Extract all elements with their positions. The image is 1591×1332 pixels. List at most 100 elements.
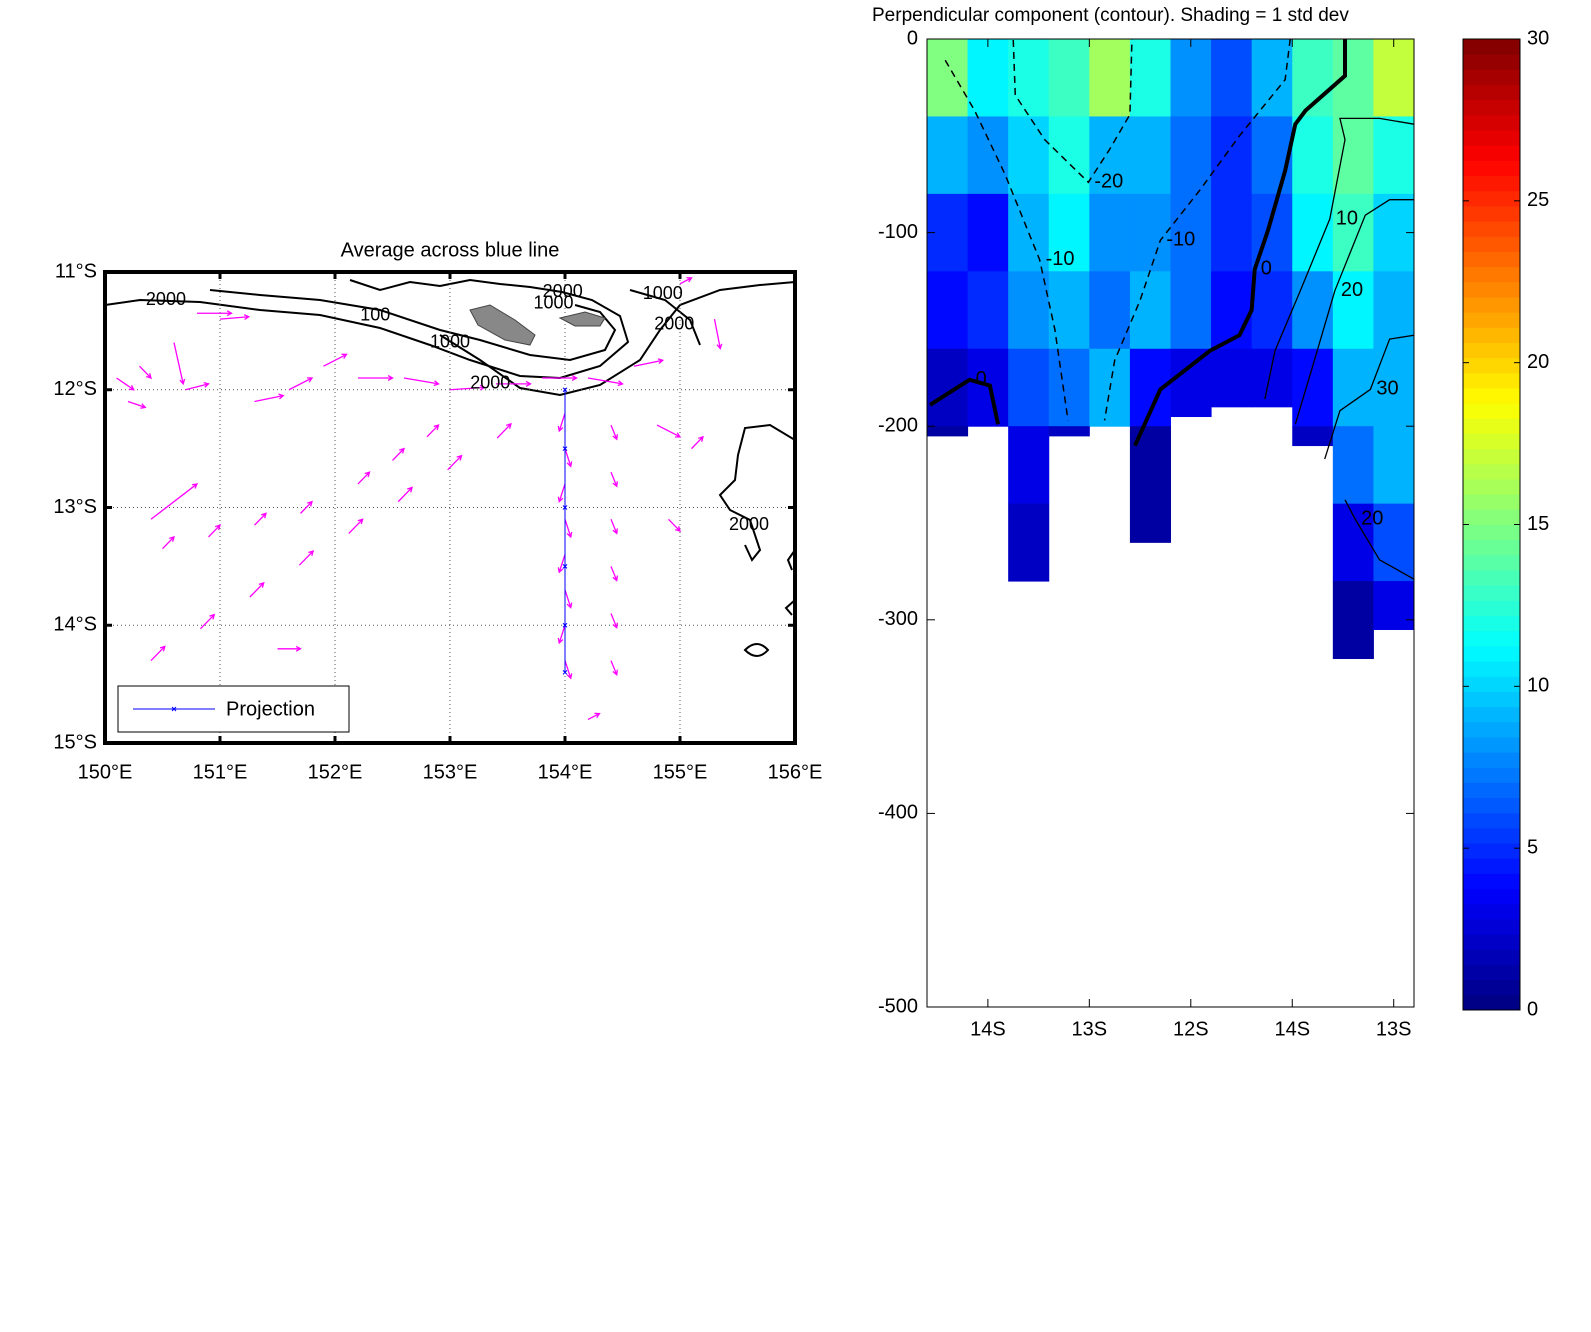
coast-line: [629, 289, 701, 346]
y-tick-label: 0: [907, 27, 918, 49]
plot-frame: [926, 38, 1415, 1008]
colorbar-swatch: [1463, 964, 1520, 981]
x-tick-label: 151°E: [193, 761, 248, 783]
colorbar-swatch: [1463, 554, 1520, 571]
point-marker: [562, 446, 568, 451]
colorbar-swatch: [1463, 69, 1520, 86]
x-tick-label: 154°E: [538, 761, 593, 783]
shading-cell: [1332, 426, 1374, 505]
y-tick-label: 15°S: [53, 731, 97, 753]
arrow-field: [116, 277, 723, 721]
colorbar-swatch: [1463, 221, 1520, 237]
colorbar-swatch: [1463, 357, 1520, 374]
vector-arrow: [219, 314, 251, 321]
coast-line: [784, 599, 795, 616]
vector-arrow: [277, 645, 302, 652]
x-tick-label: 150°E: [78, 761, 133, 783]
shading-cell: [1332, 271, 1374, 350]
shading-cell: [1008, 116, 1050, 195]
shading-cell: [1170, 193, 1212, 272]
vector-arrow: [610, 660, 618, 676]
contour-label: 2000: [729, 514, 769, 534]
legend-label: Projection: [226, 698, 315, 720]
vector-arrow: [426, 424, 440, 438]
chart-title: Average across blue line: [341, 239, 560, 261]
contour-label: -20: [1094, 171, 1123, 193]
plot-frame: [103, 270, 797, 745]
coast-line: [209, 289, 617, 362]
vector-arrow: [564, 589, 573, 609]
shading-cell: [1292, 271, 1334, 350]
vector-arrow: [358, 375, 394, 381]
island: [469, 304, 536, 346]
colorbar-swatch: [1463, 600, 1520, 617]
colorbar-swatch: [1463, 463, 1520, 480]
contour-line: [1264, 117, 1415, 400]
vector-arrow: [150, 483, 199, 520]
vector-arrow: [557, 625, 566, 645]
y-tick-label: 11°S: [55, 260, 97, 282]
shading-cell: [1089, 271, 1131, 350]
contour-line: [1294, 199, 1414, 425]
colorbar-swatch: [1463, 918, 1520, 935]
coast-line: [718, 423, 795, 562]
colorbar-swatch: [1463, 433, 1520, 450]
vector-arrow: [564, 519, 573, 539]
vector-arrow: [610, 566, 618, 582]
shading-cell: [1048, 193, 1090, 272]
shading-cell: [1048, 116, 1090, 195]
shading-cell: [1211, 193, 1253, 272]
vector-arrow: [679, 277, 693, 285]
contour-line: [944, 59, 1069, 421]
vector-arrow: [300, 500, 313, 514]
colorbar-swatch: [1463, 949, 1520, 965]
bathymetry: [105, 278, 795, 657]
vector-arrow: [542, 375, 578, 381]
shading-cell: [1373, 116, 1415, 195]
colorbar-swatch: [1463, 342, 1520, 359]
vector-arrow: [116, 377, 135, 391]
vector-arrow: [668, 518, 681, 533]
colorbar-swatch: [1463, 448, 1520, 465]
contour-line: [1344, 499, 1415, 580]
colorbar-swatch: [1463, 296, 1520, 313]
shading-cell: [927, 348, 969, 427]
x-tick-label: 12S: [1173, 1018, 1209, 1040]
colorbar-swatch: [1463, 372, 1520, 389]
colorbar-swatch: [1463, 812, 1520, 829]
contour-label: 0: [976, 368, 987, 390]
vector-arrow: [254, 512, 267, 526]
colorbar-swatch: [1463, 205, 1520, 222]
shading-cell: [1129, 116, 1171, 195]
vector-arrow: [348, 518, 364, 534]
vector-arrow: [557, 413, 566, 433]
colorbar-label: 30: [1527, 27, 1549, 49]
vector-arrow: [403, 377, 440, 387]
shading-cell: [1048, 348, 1090, 427]
colorbar-label: 15: [1527, 513, 1549, 535]
contour-label: 30: [1376, 378, 1398, 400]
shading-cell: [1332, 116, 1374, 195]
shading-cell: [1129, 39, 1171, 117]
coast-line: [786, 549, 795, 571]
shading-cell: [1008, 426, 1050, 505]
shading-cell: [967, 39, 1009, 117]
vector-arrow: [392, 447, 405, 461]
colorbar-label: 25: [1527, 189, 1549, 211]
colorbar-swatch: [1463, 403, 1520, 419]
shading-cell: [1373, 581, 1415, 630]
colorbar-swatch: [1463, 84, 1520, 101]
vector-arrow: [323, 353, 348, 367]
contour-line: [928, 377, 1000, 425]
colorbar-swatch: [1463, 236, 1520, 252]
x-tick-label: 152°E: [308, 761, 363, 783]
shading-cell: [1332, 581, 1374, 660]
shading-cell: [1211, 271, 1253, 350]
colorbar-swatch: [1463, 691, 1520, 708]
vector-arrow: [656, 424, 682, 438]
colorbar-swatch: [1463, 630, 1520, 647]
colorbar-swatch: [1463, 645, 1520, 662]
shading-cell: [927, 271, 969, 350]
point-marker: [562, 622, 568, 628]
shading-cell: [1251, 271, 1293, 350]
